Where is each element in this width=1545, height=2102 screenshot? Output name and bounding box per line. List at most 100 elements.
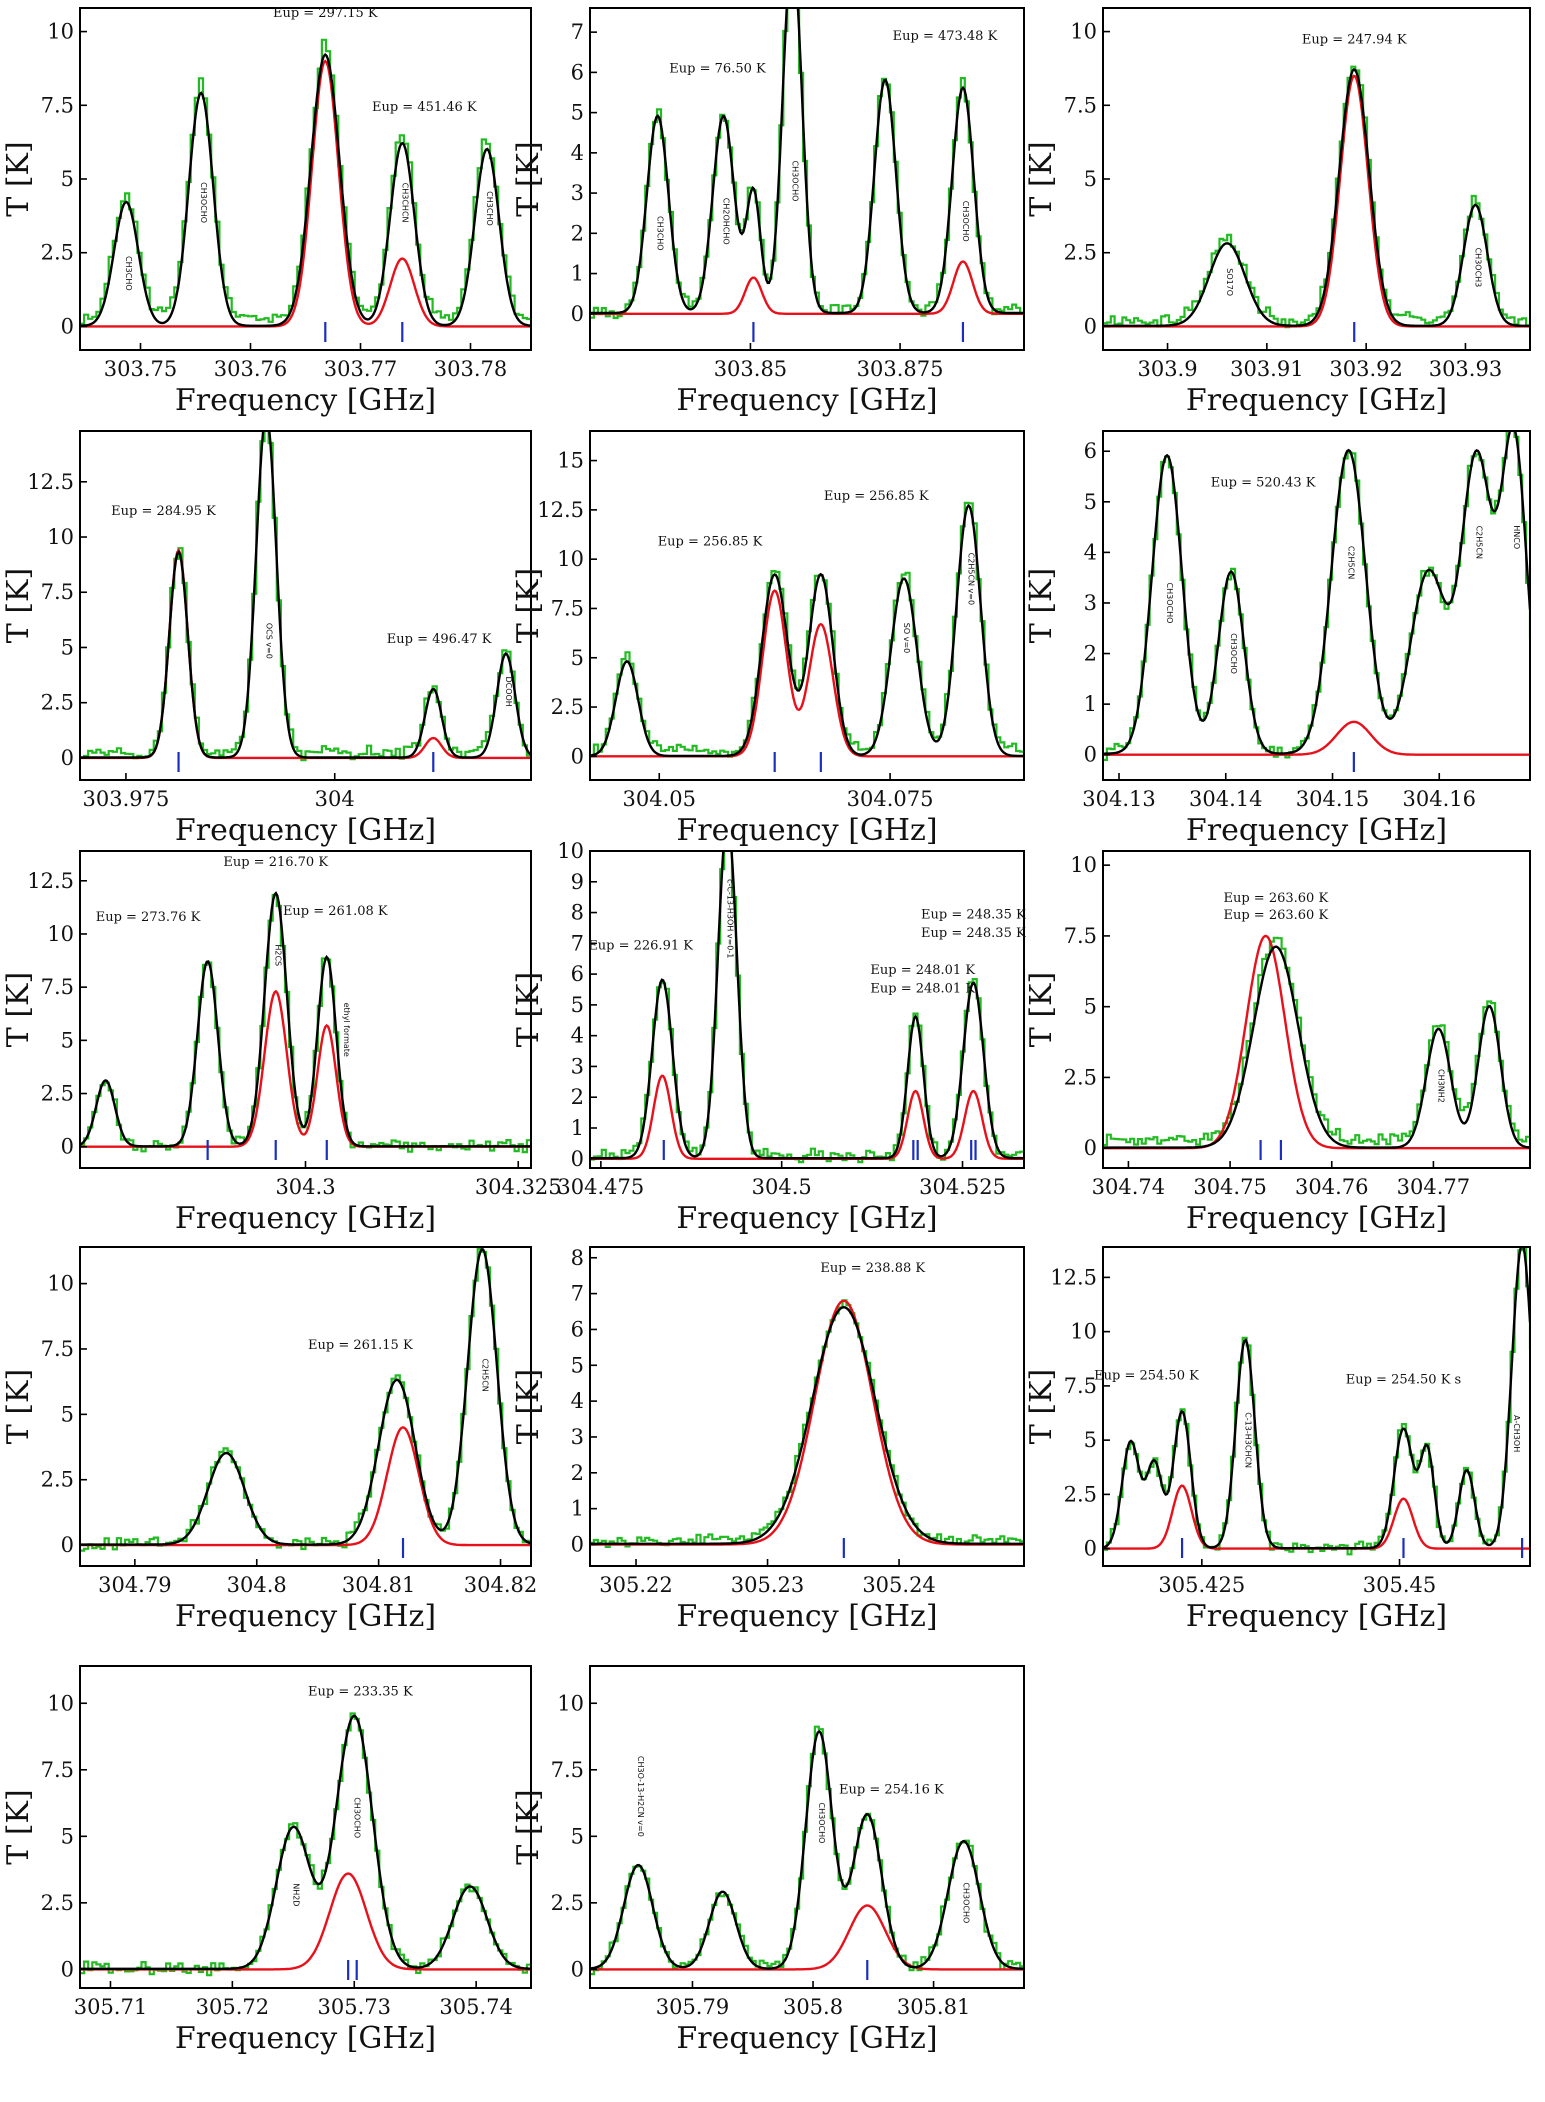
observed-spectrum (80, 1248, 531, 1552)
total-model (590, 1729, 1024, 1970)
y-tick-label: 10 (47, 525, 74, 549)
species-label: CH2OHCHO (721, 198, 730, 245)
species-label: A-CH3OH (1512, 1415, 1521, 1452)
total-model (590, 8, 1024, 315)
plot-area (590, 1725, 1024, 1976)
total-model (1103, 67, 1530, 327)
y-tick-label: 10 (1070, 853, 1097, 877)
y-tick-label: 7.5 (1064, 924, 1097, 948)
y-tick-label: 5 (571, 993, 584, 1017)
observed-spectrum (80, 1712, 531, 1977)
x-tick-label: 303.875 (857, 357, 944, 381)
y-tick-label: 0 (61, 746, 74, 770)
y-tick-label: 7.5 (41, 580, 74, 604)
x-tick-label: 305.81 (897, 1995, 970, 2019)
y-tick-label: 2.5 (1064, 241, 1097, 265)
species-model (1103, 934, 1530, 1150)
panel-13: 0 2.5 5 7.5 10 305.71 305.72 305.73 305.74Freque… (1, 1665, 532, 2056)
panel-1: 0 2.5 5 7.5 10 303.75 303.76 303.77 303.78Freque… (1, 6, 532, 418)
eup-annotation: Eup = 233.35 K (308, 1684, 413, 1699)
x-tick-label: 304 (315, 787, 355, 811)
y-tick-label: 1 (571, 262, 584, 286)
y-tick-label: 9 (571, 870, 584, 894)
y-tick-label: 6 (571, 962, 584, 986)
y-tick-label: 7.5 (551, 596, 584, 620)
total-model (80, 1247, 531, 1546)
species-label: OCS v=0 (264, 623, 273, 659)
y-tick-label: 5 (1084, 490, 1097, 514)
y-tick-label: 7 (571, 20, 584, 44)
species-label: ethyl formate (342, 1003, 351, 1057)
eup-annotation: Eup = 263.60 K (1223, 891, 1328, 906)
species-label: CH3CHO (485, 191, 494, 226)
y-tick-label: 15 (557, 449, 584, 473)
eup-annotation: Eup = 247.94 K (1302, 32, 1407, 47)
y-tick-label: 3 (571, 1054, 584, 1078)
species-label: C2H5CN (480, 1358, 489, 1391)
eup-annotation: Eup = 248.35 K (921, 926, 1026, 941)
species-label: CH3CHO (656, 216, 665, 251)
y-axis-label: T [K] (1, 1369, 36, 1444)
eup-annotation: Eup = 256.85 K (824, 489, 929, 504)
species-label: CH3OCHO (1165, 583, 1174, 624)
species-label: CH3CHCN (400, 183, 409, 223)
y-axis-label: T [K] (1024, 141, 1059, 216)
x-axis-label: Frequency [GHz] (175, 2021, 436, 2056)
y-tick-label: 2.5 (41, 1468, 74, 1492)
species-model (80, 1872, 531, 1971)
x-tick-label: 304.325 (475, 1175, 562, 1199)
y-tick-label: 0 (571, 302, 584, 326)
x-axis-label: Frequency [GHz] (175, 1201, 436, 1236)
y-tick-label: 4 (571, 1389, 584, 1413)
y-tick-label: 0 (571, 1532, 584, 1556)
y-tick-label: 7.5 (41, 975, 74, 999)
x-tick-label: 304.74 (1092, 1175, 1165, 1199)
y-tick-label: 6 (571, 60, 584, 84)
y-tick-label: 10 (557, 839, 584, 863)
y-tick-label: 5 (571, 646, 584, 670)
y-tick-label: 12.5 (27, 869, 74, 893)
y-tick-label: 10 (47, 20, 74, 44)
y-tick-label: 5 (61, 167, 74, 191)
x-tick-label: 305.74 (439, 1995, 512, 2019)
x-axis-label: Frequency [GHz] (175, 813, 436, 848)
species-model (590, 1904, 1024, 1971)
axes-frame (1102, 7, 1531, 351)
panel-3: 0 2.5 5 7.5 10 303.9 303.91 303.92 303.93Frequen… (1024, 7, 1531, 418)
total-model (80, 1714, 531, 1970)
y-tick-label: 5 (61, 1028, 74, 1052)
observed-spectrum (590, 1725, 1024, 1976)
axes-frame (589, 430, 1025, 781)
y-axis-label: T [K] (1024, 1369, 1059, 1444)
x-axis-label: Frequency [GHz] (676, 1599, 937, 1634)
eup-annotation: Eup = 261.15 K (308, 1338, 413, 1353)
y-tick-label: 7.5 (551, 1758, 584, 1782)
y-tick-label: 10 (557, 547, 584, 571)
plot-area (80, 1247, 531, 1552)
y-tick-label: 4 (571, 1024, 584, 1048)
y-tick-label: 2.5 (551, 695, 584, 719)
species-label: NH2D (291, 1883, 300, 1906)
x-tick-label: 305.425 (1158, 1573, 1245, 1597)
y-tick-label: 5 (1084, 167, 1097, 191)
y-axis-label: T [K] (511, 1789, 546, 1864)
y-tick-label: 2.5 (1064, 1065, 1097, 1089)
eup-annotation: Eup = 238.88 K (820, 1261, 925, 1276)
eup-annotation: Eup = 263.60 K (1223, 908, 1328, 923)
panel-10: 0 2.5 5 7.5 10 304.79 304.8 304.81 304.82 Frequen… (1, 1246, 537, 1634)
x-tick-label: 305.24 (862, 1573, 935, 1597)
observed-spectrum (1103, 65, 1530, 329)
species-label: c-C-13-H3OH v=0-1 (725, 879, 734, 958)
species-label: CH3OCHO (199, 182, 208, 223)
y-tick-label: 8 (571, 901, 584, 925)
y-axis-label: T [K] (511, 972, 546, 1047)
panel-9: 0 2.5 5 7.5 10 304.74 304.75 304.76 304.77Freque… (1024, 850, 1531, 1236)
y-tick-label: 12.5 (537, 498, 584, 522)
species-label: C2H5CN (1475, 526, 1484, 559)
y-tick-label: 2 (571, 1085, 584, 1109)
y-tick-label: 12.5 (27, 470, 74, 494)
species-label: CH3OCH3 (1473, 248, 1482, 288)
y-tick-label: 5 (571, 1353, 584, 1377)
x-tick-label: 303.93 (1429, 357, 1502, 381)
